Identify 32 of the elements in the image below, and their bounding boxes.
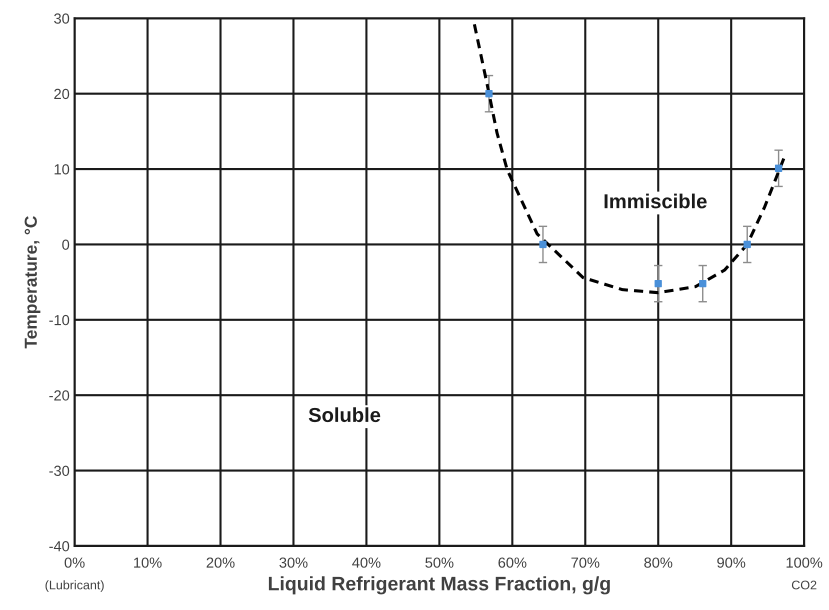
text: CO2 [792, 580, 816, 590]
x-tick-label: 0% [64, 557, 85, 568]
x-tick-label: 50% [425, 557, 454, 568]
y-tick-label: 20 [54, 88, 70, 100]
x-tick-label: 80% [644, 557, 672, 568]
point [774, 164, 782, 172]
line-series [472, 22, 788, 294]
point [654, 280, 662, 288]
text: (Lubricant) [46, 580, 104, 592]
x-tick-label: 70% [571, 557, 600, 568]
point [539, 240, 547, 248]
y-tick-label: 30 [54, 13, 70, 24]
y-tick-label: -30 [49, 466, 70, 476]
x-tick-label: 10% [134, 557, 162, 568]
x-tick-label: 100% [786, 557, 822, 568]
point [485, 90, 493, 98]
point [699, 280, 706, 288]
x-tick-label: 90% [717, 557, 746, 568]
x-tick-label: 60% [498, 557, 526, 568]
annotation: Soluble [308, 407, 380, 422]
y-tick-label: -40 [49, 541, 70, 552]
point [744, 240, 751, 248]
x-axis-title: Liquid Refrigerant Mass Fraction, g/g [268, 576, 610, 594]
x-tick-label: 40% [352, 557, 380, 568]
y-tick-label: 0 [62, 240, 70, 250]
x-tick-label: 30% [279, 557, 308, 568]
x-tick-label: 20% [206, 557, 235, 568]
y-axis-title: Temperature, °C [24, 216, 40, 348]
y-tick-label: -20 [49, 390, 70, 401]
y-tick-label: 10 [54, 164, 70, 174]
y-tick-label: -10 [49, 314, 70, 326]
annotation: Immiscible [604, 194, 707, 208]
